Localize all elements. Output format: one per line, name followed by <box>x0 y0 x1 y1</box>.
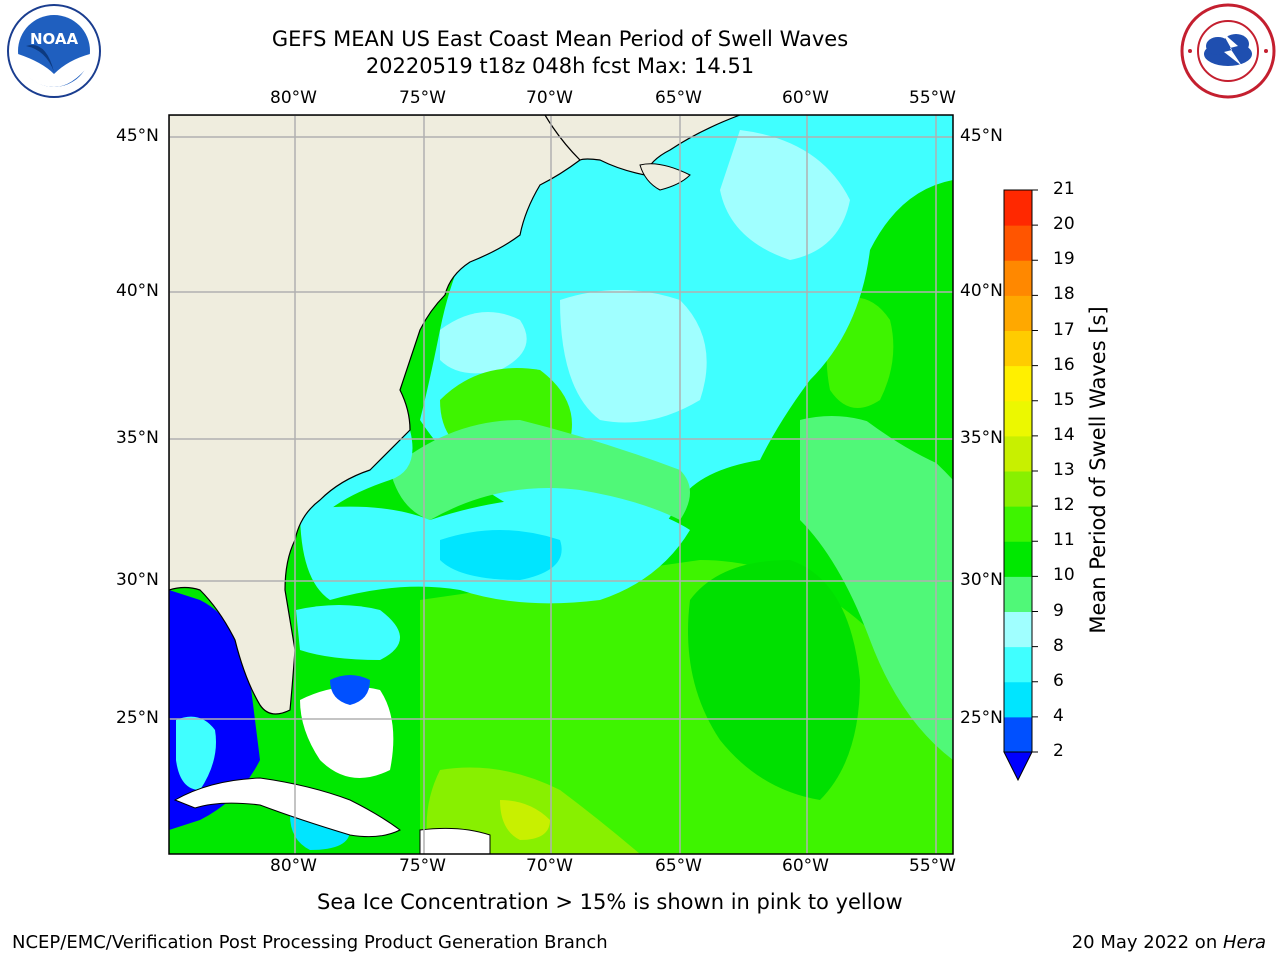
colorbar-band-2 <box>1004 716 1032 753</box>
colorbar-band-9 <box>1004 576 1032 612</box>
field-9s-east <box>800 416 953 760</box>
colorbar-band-12 <box>1004 471 1032 507</box>
colorbar-band-13 <box>1004 435 1032 472</box>
colorbar-tick-label: 2 <box>1053 741 1064 761</box>
lon-tick-bottom-1: 80°W <box>270 856 317 876</box>
colorbar-tick-label: 6 <box>1053 670 1064 691</box>
colorbar-band-14 <box>1004 400 1032 437</box>
colorbar-band-10 <box>1004 541 1032 577</box>
lon-tick-bottom-4: 65°W <box>655 856 702 876</box>
land-hispaniola <box>419 827 491 854</box>
nws-logo <box>1180 3 1276 99</box>
colorbar-band-15 <box>1004 365 1032 402</box>
lon-tick-top-1: 80°W <box>270 88 317 108</box>
colorbar-band-6 <box>1004 646 1032 683</box>
colorbar-under-triangle <box>1003 751 1033 782</box>
footer-credit: NCEP/EMC/Verification Post Processing Pr… <box>12 932 608 953</box>
title-line-2: 20220519 t18z 048h fcst Max: 14.51 <box>365 54 755 78</box>
colorbar-tick-label: 19 <box>1053 249 1075 270</box>
map-frame <box>168 114 954 855</box>
colorbar-tick-label: 21 <box>1053 179 1075 199</box>
colorbar-tick-label: 18 <box>1053 284 1075 305</box>
lat-tick-left-4: 30°N <box>116 570 159 590</box>
colorbar-band-20 <box>1004 190 1032 226</box>
noaa-logo-text: NOAA <box>30 30 79 48</box>
lat-tick-right-4: 30°N <box>960 570 1003 590</box>
colorbar-band-19 <box>1004 225 1032 261</box>
colorbar-tick-label: 4 <box>1053 705 1064 726</box>
lon-tick-top-6: 55°W <box>909 88 956 108</box>
colorbar-tick-label: 14 <box>1053 424 1075 445</box>
lat-tick-left-2: 40°N <box>116 281 159 301</box>
colorbar-tick-label: 15 <box>1053 389 1075 410</box>
colorbar-tick-label: 17 <box>1053 319 1075 340</box>
field-6s-core <box>440 530 562 580</box>
colorbar-band-11 <box>1004 506 1032 542</box>
colorbar-band-17 <box>1004 295 1032 331</box>
colorbar-tick-label: 9 <box>1053 600 1064 621</box>
lon-tick-bottom-5: 60°W <box>782 856 829 876</box>
lon-tick-bottom-2: 75°W <box>399 856 446 876</box>
colorbar-tick-label: 13 <box>1053 460 1075 480</box>
title-line-1: GEFS MEAN US East Coast Mean Period of S… <box>271 27 849 51</box>
colorbar-tick-label: 11 <box>1053 530 1075 551</box>
map-field <box>169 115 953 854</box>
colorbar-tick-label: 16 <box>1053 354 1075 375</box>
field-gulf-cyan <box>176 716 216 790</box>
lon-tick-top-5: 60°W <box>782 88 829 108</box>
colorbar-tick-label: 10 <box>1053 565 1075 586</box>
lat-tick-left-5: 25°N <box>116 708 159 728</box>
land-nova-scotia <box>544 115 741 176</box>
colorbar-band-8 <box>1004 611 1032 648</box>
field-9s-ring <box>390 420 690 520</box>
colorbar-label: Mean Period of Swell Waves [s] <box>1086 306 1110 634</box>
footer-host: Hera <box>1222 932 1266 953</box>
lon-tick-top-4: 65°W <box>655 88 702 108</box>
footer-date: 20 May 2022 on Hera <box>1072 932 1266 953</box>
colorbar <box>1003 189 1038 782</box>
lon-tick-top-3: 70°W <box>526 88 573 108</box>
colorbar-tick-label: 12 <box>1053 495 1075 516</box>
colorbar-band-18 <box>1004 260 1032 296</box>
lon-tick-top-2: 75°W <box>399 88 446 108</box>
lon-tick-bottom-3: 70°W <box>526 856 573 876</box>
colorbar-band-4 <box>1004 681 1032 718</box>
field-13s-caribbean <box>500 800 550 840</box>
lat-tick-right-2: 40°N <box>960 281 1003 301</box>
colorbar-band-16 <box>1004 330 1032 367</box>
field-bahamas-blue <box>330 675 370 705</box>
colorbar-tick-label: 8 <box>1053 635 1064 656</box>
lon-tick-bottom-6: 55°W <box>909 856 956 876</box>
lat-tick-right-1: 45°N <box>960 126 1003 146</box>
lat-tick-right-5: 25°N <box>960 708 1003 728</box>
lat-tick-left-3: 35°N <box>116 428 159 448</box>
land-cape-breton <box>639 163 691 191</box>
field-8s-patch-2 <box>720 130 850 260</box>
land-cuba <box>173 777 401 838</box>
map-title: GEFS MEAN US East Coast Mean Period of S… <box>160 26 960 80</box>
lat-tick-left-1: 45°N <box>116 126 159 146</box>
field-10s-core <box>688 560 860 800</box>
field-florida-strip <box>296 605 400 660</box>
footer-date-text: 20 May 2022 on <box>1071 932 1223 953</box>
field-8s-patch-3 <box>440 312 527 374</box>
noaa-logo: NOAA <box>7 4 101 98</box>
map-grid <box>169 115 953 854</box>
field-8s-patch-1 <box>560 290 707 423</box>
lat-tick-right-3: 35°N <box>960 428 1003 448</box>
colorbar-tick-label: 20 <box>1053 214 1075 235</box>
field-bahamas-mask <box>300 686 394 778</box>
sea-ice-note: Sea Ice Concentration > 15% is shown in … <box>317 890 903 914</box>
land-us-east-coast <box>169 115 581 715</box>
